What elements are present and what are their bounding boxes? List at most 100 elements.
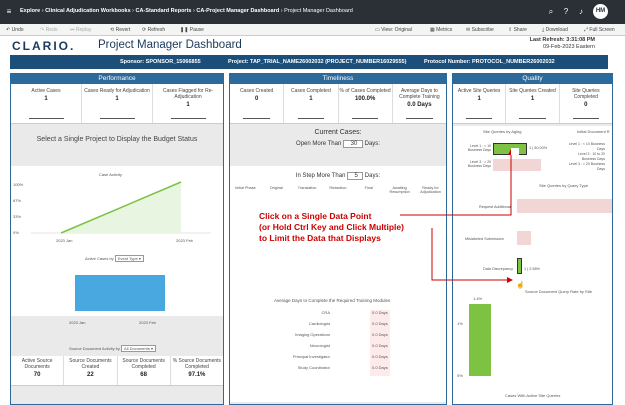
replay-label: Replay [75,27,92,33]
training-row[interactable]: Principal Investigator 0.0 Days [230,354,446,365]
metrics-button[interactable]: ▦ Metrics [430,27,453,33]
source-docs-label-text: Source Document Activity by [69,346,120,351]
kpi-active-cases[interactable]: Active Cases 1 [11,84,82,123]
step-days-input[interactable]: 5 [347,172,364,180]
breadcrumb-item[interactable]: Clinical Adjudication Workbooks [45,8,131,14]
project-text: Project: TAP_TRIAL_NAME26002032 (PROJECT… [228,59,407,65]
replay-button[interactable]: ⏮ Replay [70,27,92,33]
kpi-source-docs-completed[interactable]: Source Documents Completed 68 [118,356,171,385]
view-button[interactable]: ▭ View: Original [375,27,412,33]
callout-line: to Limit the Data that Displays [259,233,381,243]
avatar[interactable]: HM [593,4,608,19]
aging-bar-level3[interactable] [493,159,541,171]
aging-bar-level1[interactable] [493,143,527,155]
menu-icon[interactable]: ≡ [6,7,12,16]
active-cases-label: Active Cases by Event Type ▾ [85,255,144,262]
download-button[interactable]: ⤓ Download [542,27,568,33]
training-row[interactable]: Neurologist 0.0 Days [230,343,446,354]
kpi-value: 1 [477,96,481,102]
kpi-label: Cases Flagged for Re-Adjudication [162,88,214,100]
training-module: Study Coordinator [297,365,330,370]
rate-title: Source Document Query Rate by Site [525,289,592,294]
cursor-icon [511,148,519,155]
kpi-active-source-docs[interactable]: Active Source Documents 70 [11,356,65,385]
share-button[interactable]: ⇪ Share [508,27,527,33]
training-days: 0.0 Days [370,354,390,365]
rate-y-tick: 0% [457,373,463,378]
kpi-active-site-queries[interactable]: Active Site Queries 1 [453,84,507,123]
kpi-label: Cases Ready for Adjudication [84,88,150,94]
instruction-callout: Click on a Single Data Point (or Hold Ct… [259,211,404,244]
training-row[interactable]: Study Coordinator 0.0 Days [230,365,446,376]
redo-button[interactable]: ↷ Redo [40,27,58,33]
fullscreen-button[interactable]: ⤢ Full Screen [584,27,615,33]
quality-content: Site Queries by Aging Initial Document R… [453,126,612,404]
bell-icon[interactable]: ♪ [579,7,583,16]
search-icon[interactable]: ⌕ [548,7,554,16]
documents-select[interactable]: All Documents ▾ [121,345,156,352]
kpi-cases-created[interactable]: Cases Created 0 [230,84,285,123]
select-value: All Documents [124,346,150,351]
y-tick: 67% [13,198,22,203]
kpi-pct-source-docs[interactable]: % Source Documents Completed 97.1% [171,356,223,385]
training-row[interactable]: CRA 0.0 Days [230,310,446,321]
kpi-value: 1 [309,96,313,102]
kpi-label: Site Queries Created [509,88,556,94]
kpi-value: 1 [44,96,48,102]
kpi-source-docs-created[interactable]: Source Documents Created 22 [64,356,118,385]
training-days: 0.0 Days [370,343,390,354]
training-table: CRA 0.0 Days Cardiologist 0.0 Days Imaging… [230,310,446,376]
rate-bar[interactable] [469,304,491,376]
event-type-select[interactable]: Event Type ▾ [114,255,144,262]
breadcrumb-item[interactable]: Explore [20,8,41,14]
kpi-value: 68 [140,372,147,378]
kpi-site-queries-created[interactable]: Site Queries Created 1 [506,84,560,123]
breadcrumb-item[interactable]: CA-Project Manager Dashboard [196,8,280,14]
kpi-row: Active Site Queries 1 Site Queries Create… [453,84,612,124]
subscribe-button[interactable]: ✉ Subscribe [466,27,494,33]
case-activity-chart[interactable] [31,180,211,236]
kpi-value: 1 [186,102,190,108]
pause-button[interactable]: ❚❚ Pause [180,27,204,33]
kpi-avg-training-days[interactable]: Average Days to Complete Training 0.0 Day… [393,84,446,123]
kpi-value: 22 [87,372,94,378]
kpi-label: Active Site Queries [457,88,501,94]
query-type-bar-discrepancy[interactable] [517,258,522,274]
timeliness-panel: Timeliness Cases Created 0 Cases Complete… [229,73,447,405]
initial-doc-title: Initial Document R [577,129,610,134]
step-header: Redaction [329,186,347,190]
kpi-flagged-cases[interactable]: Cases Flagged for Re-Adjudication 1 [153,84,223,123]
kpi-pct-completed[interactable]: % of Cases Completed 100.0% [339,84,393,123]
query-type-bar-mislabeled[interactable] [517,231,531,245]
open-more-label: Open More Than [296,141,342,147]
x-tick: 2023 Jan [56,238,73,243]
refresh-button[interactable]: ⟳ Refresh [142,27,166,33]
active-cases-bar[interactable] [75,275,165,311]
timeliness-content: In Step More Than 5 Days: Initial Phase … [230,166,446,402]
kpi-site-queries-completed[interactable]: Site Queries Completed 0 [560,84,612,123]
training-row[interactable]: Cardiologist 0.0 Days [230,321,446,332]
initial-row-label: Level 3 : > 20 Business Days [568,162,605,171]
kpi-cases-completed[interactable]: Cases Completed 1 [284,84,339,123]
breadcrumb-item[interactable]: CA-Standard Reports [135,8,192,14]
x-tick: 2023 Jan [69,320,86,325]
current-cases-title: Current Cases: [314,129,362,136]
panel-title: Timeliness [230,74,446,84]
undo-button[interactable]: ↶ Undo [6,27,24,33]
revert-button[interactable]: ⟲ Revert [110,27,131,33]
training-module: Cardiologist [308,321,330,326]
kpi-ready-cases[interactable]: Cases Ready for Adjudication 1 [82,84,153,123]
rate-y-tick: 1% [457,321,463,326]
case-activity-line [60,181,182,234]
panel-title: Performance [11,74,223,84]
case-activity-title: Case Activity [99,172,122,177]
query-type-bar-request[interactable] [517,199,612,213]
open-days-input[interactable]: 30 [342,140,363,148]
kpi-label: Cases Created [239,88,274,94]
training-days: 0.0 Days [370,332,390,343]
help-icon[interactable]: ? [563,7,569,16]
kpi-value: 97.1% [188,372,206,378]
training-row[interactable]: Imaging Operations 0.0 Days [230,332,446,343]
query-type-label: Mislabeled Submission [465,237,504,241]
metrics-label: Metrics [436,27,453,33]
